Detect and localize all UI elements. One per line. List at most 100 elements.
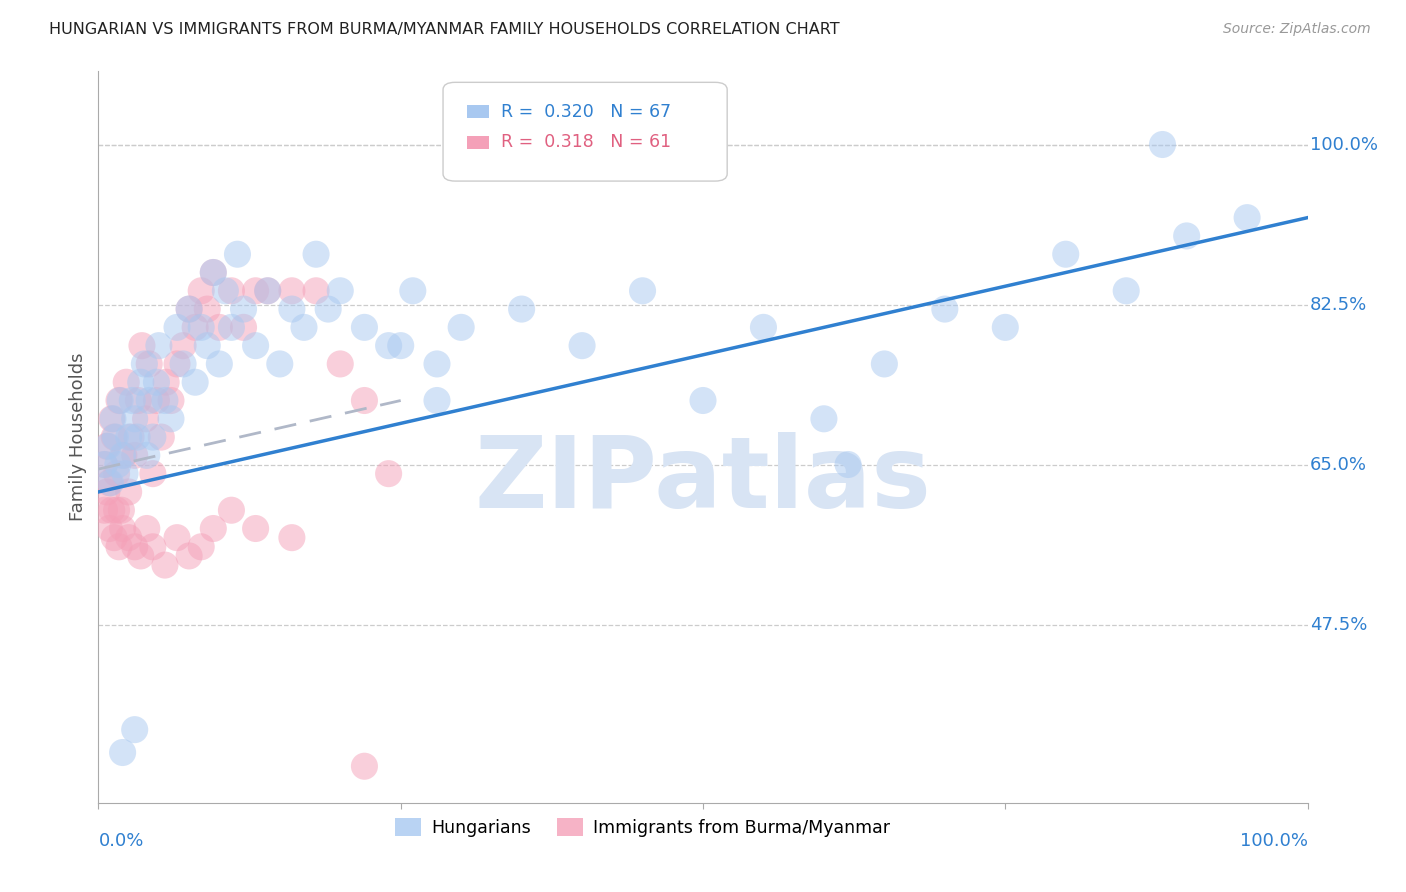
Point [111, 448, 134, 462]
FancyBboxPatch shape [467, 105, 489, 118]
Point [1236, 211, 1258, 225]
Point [107, 458, 129, 472]
Point [184, 320, 207, 334]
Point [142, 430, 165, 444]
Point [101, 412, 124, 426]
Point [160, 393, 183, 408]
Point [172, 338, 194, 352]
Point [256, 284, 278, 298]
Point [129, 549, 152, 563]
Point [124, 448, 146, 462]
Point [474, 137, 496, 152]
Point [105, 503, 128, 517]
Point [110, 503, 132, 517]
Point [124, 540, 146, 554]
Point [111, 746, 134, 760]
Point [118, 531, 141, 545]
Point [155, 376, 177, 390]
Point [145, 393, 167, 408]
Point [108, 393, 131, 408]
Point [195, 338, 218, 352]
Point [221, 320, 243, 334]
Point [104, 430, 127, 444]
Text: 65.0%: 65.0% [1310, 456, 1367, 474]
Point [292, 320, 315, 334]
Point [142, 467, 165, 481]
Point [232, 320, 254, 334]
Point [752, 320, 775, 334]
Point [103, 531, 125, 545]
Point [121, 393, 143, 408]
Point [138, 393, 160, 408]
Point [221, 284, 243, 298]
Point [172, 357, 194, 371]
Point [305, 284, 328, 298]
Point [98, 521, 121, 535]
Point [103, 430, 125, 444]
Y-axis label: Family Households: Family Households [69, 353, 87, 521]
Point [214, 284, 236, 298]
Point [120, 430, 142, 444]
Text: 82.5%: 82.5% [1310, 295, 1367, 313]
Point [142, 540, 165, 554]
Point [148, 338, 170, 352]
Text: Source: ZipAtlas.com: Source: ZipAtlas.com [1223, 22, 1371, 37]
Point [269, 357, 291, 371]
Point [631, 284, 654, 298]
Point [135, 448, 157, 462]
Point [1054, 247, 1077, 261]
Point [97, 439, 120, 453]
Text: ZIPatlas: ZIPatlas [475, 433, 931, 530]
Point [377, 467, 399, 481]
Point [166, 320, 188, 334]
Point [245, 521, 267, 535]
Point [190, 320, 212, 334]
Point [135, 521, 157, 535]
Point [127, 393, 149, 408]
Point [450, 320, 472, 334]
Point [118, 485, 141, 500]
Point [281, 284, 304, 298]
Point [179, 549, 201, 563]
Text: 47.5%: 47.5% [1310, 615, 1368, 633]
Point [114, 467, 136, 481]
Point [112, 448, 135, 462]
Point [184, 376, 207, 390]
Point [111, 521, 134, 535]
Point [153, 558, 176, 573]
Point [166, 357, 188, 371]
Point [245, 284, 267, 298]
Point [127, 430, 149, 444]
Point [1175, 228, 1198, 243]
Point [353, 320, 375, 334]
Text: 100.0%: 100.0% [1310, 136, 1378, 153]
Point [93, 503, 115, 517]
Point [100, 503, 122, 517]
Point [402, 284, 425, 298]
Point [202, 521, 225, 535]
Point [160, 412, 183, 426]
Point [426, 393, 449, 408]
Point [692, 393, 714, 408]
Point [426, 357, 449, 371]
Point [226, 247, 249, 261]
Point [232, 301, 254, 317]
Point [329, 357, 352, 371]
Point [179, 301, 201, 317]
Point [166, 531, 188, 545]
Point [129, 376, 152, 390]
Point [195, 301, 218, 317]
Point [208, 320, 231, 334]
Point [96, 485, 118, 500]
Point [245, 338, 267, 352]
Point [571, 338, 593, 352]
Point [135, 412, 157, 426]
Point [994, 320, 1017, 334]
Point [124, 723, 146, 737]
Point [100, 475, 122, 490]
Legend: Hungarians, Immigrants from Burma/Myanmar: Hungarians, Immigrants from Burma/Myanma… [387, 809, 898, 846]
Point [221, 503, 243, 517]
Point [134, 357, 156, 371]
Point [96, 439, 118, 453]
Point [316, 301, 339, 317]
